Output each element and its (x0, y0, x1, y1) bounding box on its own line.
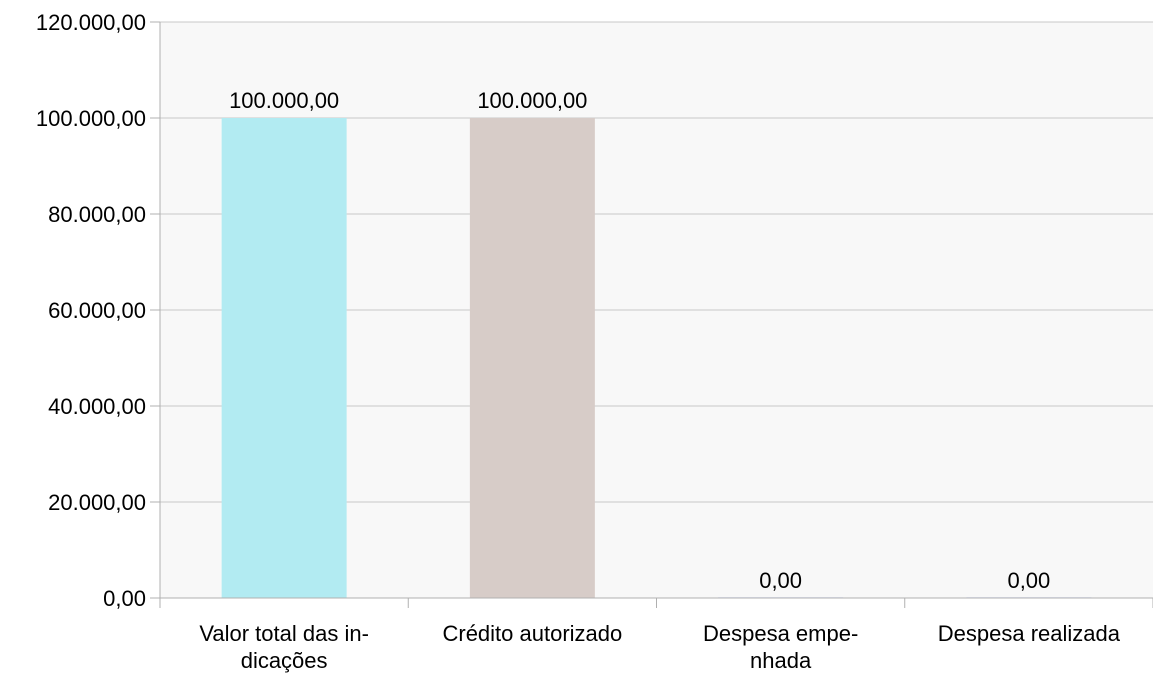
category-label: Crédito autorizado (442, 621, 622, 646)
y-tick-label: 40.000,00 (48, 394, 146, 419)
category-label: Valor total das in- (199, 621, 369, 646)
bars (221, 118, 1092, 598)
bar (221, 118, 347, 598)
category-label: Despesa realizada (938, 621, 1121, 646)
y-tick-label: 0,00 (103, 586, 146, 611)
data-label: 100.000,00 (477, 88, 587, 113)
y-tick-label: 60.000,00 (48, 298, 146, 323)
data-label: 0,00 (1007, 568, 1050, 593)
data-label: 0,00 (759, 568, 802, 593)
bar (469, 118, 595, 598)
y-tick-label: 20.000,00 (48, 490, 146, 515)
y-tick-label: 80.000,00 (48, 202, 146, 227)
y-tick-label: 100.000,00 (36, 106, 146, 131)
x-axis: Valor total das in-dicações Crédito autor… (159, 22, 1153, 673)
y-tick-label: 120.000,00 (36, 10, 146, 35)
category-label: Despesa empe- (703, 621, 858, 646)
data-label: 100.000,00 (229, 88, 339, 113)
y-axis-ticks: 0,00 20.000,00 40.000,00 60.000,00 80.000,00… (36, 10, 160, 611)
category-label: dicações (241, 648, 328, 673)
data-labels: 100.000,00 100.000,00 0,00 0,00 (229, 88, 1050, 593)
category-label: nhada (750, 648, 812, 673)
